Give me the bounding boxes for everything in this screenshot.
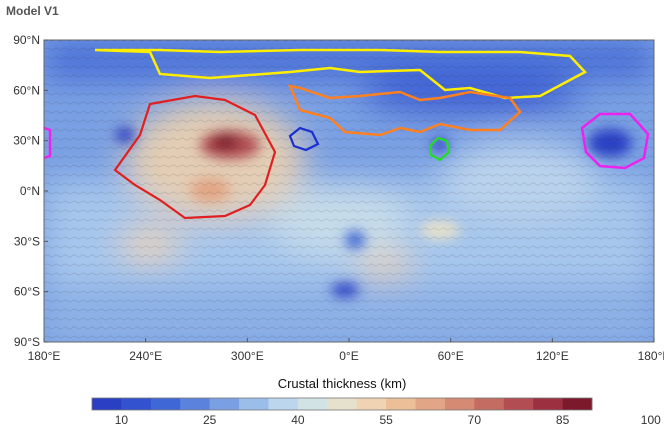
colorbar-swatch [327,398,358,410]
colorbar-tick-label: 55 [379,413,393,427]
colorbar-swatch [297,398,328,410]
colorbar-swatch [386,398,416,410]
colorbar-tick-label: 40 [291,413,305,427]
colorbar-swatch [209,398,240,410]
colorbar-title: Crustal thickness (km) [278,376,407,391]
lat-tick-label: 0°N [20,184,40,198]
colorbar-swatch [239,398,269,410]
colorbar-swatch [474,398,505,410]
colorbar-swatch [150,398,181,410]
colorbar-swatch [180,398,210,410]
colorbar-swatch [533,398,563,410]
colorbar-tick-label: 100 [641,413,661,427]
lat-tick-label: 60°S [14,285,40,299]
figure-title: Model V1 [6,4,59,18]
lat-tick-label: 90°N [13,33,40,47]
region-outline-magenta-east [580,112,650,170]
region-outline-blue [288,126,320,152]
colorbar-swatch [415,398,446,410]
lat-tick-label: 90°S [14,335,40,349]
colorbar-swatch [92,398,122,410]
colorbar-swatch [562,398,593,410]
colorbar-swatch [268,398,299,410]
colorbar: Crustal thickness (km) 10 25 40 55 70 85 100 [91,376,661,427]
lon-tick-label: 300°E [231,349,264,363]
region-outline-green [428,136,451,162]
colorbar-tick-label: 10 [115,413,129,427]
lat-tick-label: 60°N [13,83,40,97]
colorbar-swatch [121,398,152,410]
lon-tick-label: 60°E [438,349,464,363]
region-outline-red [113,94,277,220]
colorbar-swatch [444,398,475,410]
region-outline-orange [287,84,522,137]
lon-tick-label: 0°E [339,349,358,363]
lon-tick-label: 180°E [28,349,61,363]
lat-tick-label: 30°S [14,234,40,248]
colorbar-swatch [503,398,534,410]
colorbar-frame [91,397,593,411]
lon-tick-label: 120°E [536,349,569,363]
lat-tick-label: 30°N [13,134,40,148]
colorbar-tick-label: 70 [468,413,482,427]
region-outline-magenta-west [43,126,52,160]
lon-tick-label: 180°E [638,349,664,363]
colorbar-swatch [356,398,387,410]
colorbar-tick-label: 25 [203,413,217,427]
colorbar-tick-label: 85 [556,413,570,427]
lon-tick-label: 240°E [129,349,162,363]
